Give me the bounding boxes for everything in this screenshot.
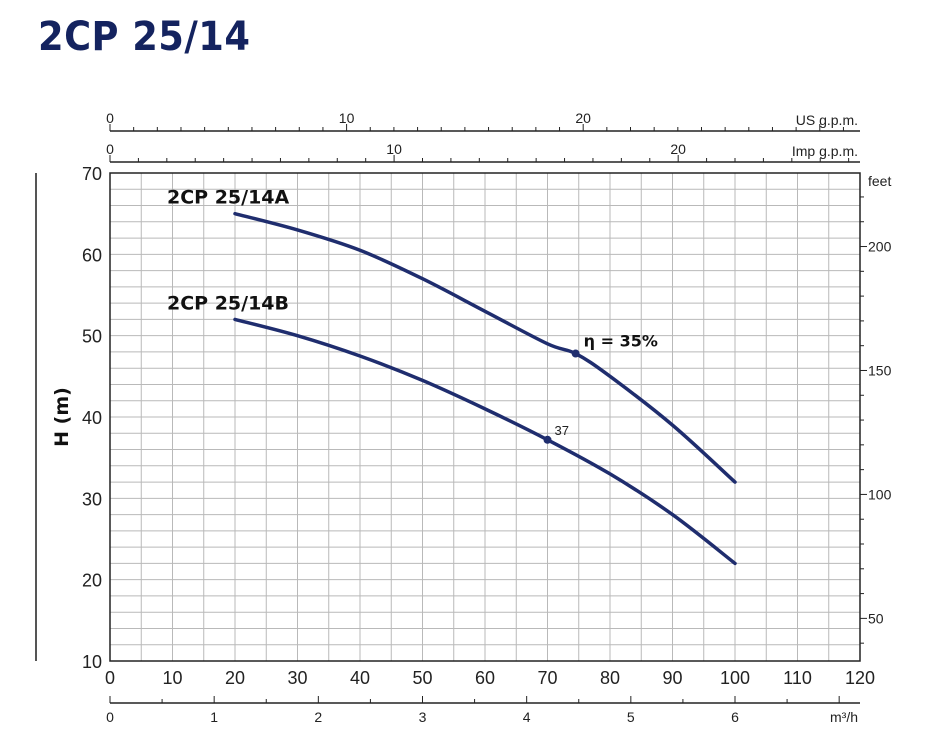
- x-tick-label: 90: [662, 668, 682, 688]
- grid-layer: [110, 173, 860, 661]
- x-tick-label: 30: [287, 668, 307, 688]
- series-layer: [233, 211, 737, 566]
- efficiency-point: [571, 349, 580, 358]
- x-tick-label: 40: [350, 668, 370, 688]
- x-tick-label: 120: [845, 668, 875, 688]
- us-gpm-label: US g.p.m.: [796, 112, 858, 128]
- imp-gpm-label: Imp g.p.m.: [792, 143, 858, 159]
- series-line-a: [233, 211, 737, 484]
- series-line-b: [233, 317, 737, 566]
- x-tick-label: 70: [537, 668, 557, 688]
- y-tick-label: 70: [82, 164, 102, 184]
- x-tick-label: 20: [225, 668, 245, 688]
- x-tick-label: 80: [600, 668, 620, 688]
- m3h-tick-label: 3: [419, 709, 427, 725]
- x-tick-label: 110: [783, 668, 812, 688]
- imp-gpm-tick-label: 20: [670, 141, 686, 157]
- y-tick-label: 40: [82, 408, 102, 428]
- y-tick-label: 30: [82, 489, 102, 509]
- imp-gpm-tick-label: 10: [386, 141, 402, 157]
- feet-tick-label: 150: [868, 362, 892, 378]
- feet-tick-label: 200: [868, 239, 892, 255]
- x-tick-label: 60: [475, 668, 495, 688]
- series-label-b: 2CP 25/14B: [167, 292, 289, 314]
- efficiency-label: η = 35%: [584, 332, 658, 351]
- m3h-tick-label: 2: [314, 709, 322, 725]
- feet-label: feet: [868, 173, 891, 189]
- page-title: 2CP 25/14: [38, 14, 251, 60]
- m3h-tick-label: 0: [106, 709, 114, 725]
- efficiency-point: [543, 435, 552, 444]
- plot-frame: [109, 172, 861, 662]
- efficiency-label: 37: [555, 423, 569, 438]
- m3h-tick-label: 1: [210, 709, 218, 725]
- feet-tick-label: 50: [868, 610, 884, 626]
- us-gpm-tick-label: 0: [106, 110, 114, 126]
- us-gpm-tick-label: 10: [339, 110, 355, 126]
- m3h-tick-label: 5: [627, 709, 635, 725]
- series-label-a: 2CP 25/14A: [167, 187, 290, 209]
- m3h-tick-label: 4: [523, 709, 531, 725]
- feet-tick-label: 100: [868, 486, 892, 502]
- x-tick-label: 50: [412, 668, 432, 688]
- x-tick-label: 10: [162, 668, 182, 688]
- x-tick-label: 0: [105, 668, 115, 688]
- y-tick-label: 10: [82, 652, 102, 672]
- y-axis-label: H (m): [51, 387, 73, 447]
- us-gpm-tick-label: 20: [575, 110, 591, 126]
- y-tick-label: 20: [82, 571, 102, 591]
- m3h-label: m³/h: [830, 709, 858, 725]
- y-tick-label: 50: [82, 327, 102, 347]
- labels-layer: 2CP 25/14A 2CP 25/14B η = 35% 37: [167, 187, 658, 444]
- y-tick-label: 60: [82, 245, 102, 265]
- m3h-tick-label: 6: [731, 709, 739, 725]
- imp-gpm-tick-label: 0: [106, 141, 114, 157]
- x-tick-label: 100: [720, 668, 750, 688]
